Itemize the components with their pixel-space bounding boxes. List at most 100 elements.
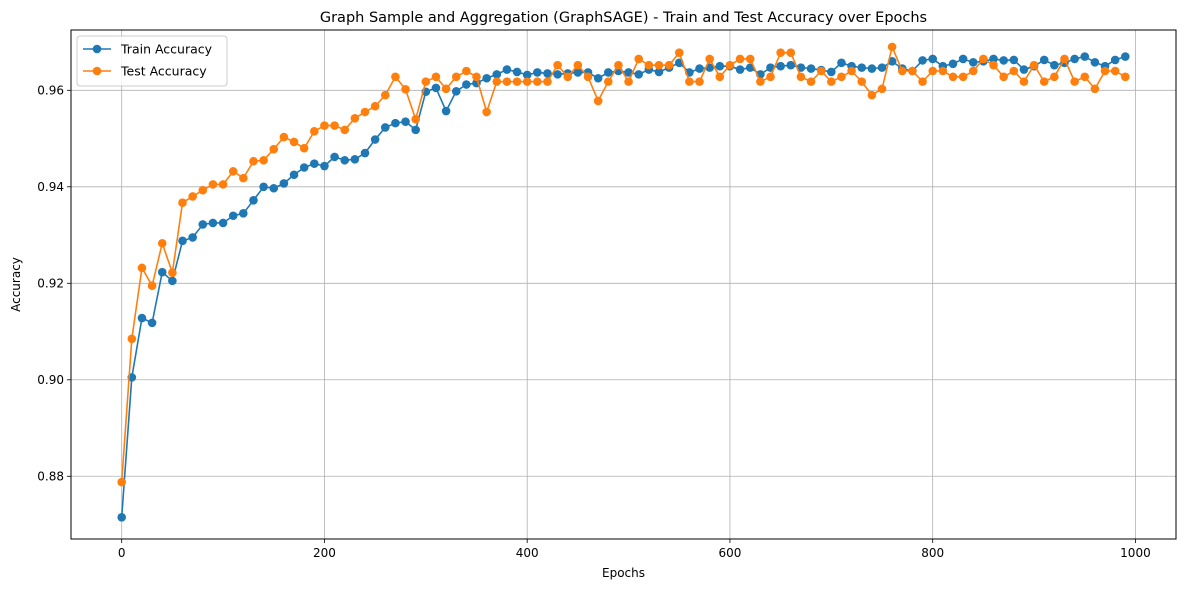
x-tick-label: 800 (921, 546, 944, 560)
data-point (320, 161, 329, 171)
data-point (583, 72, 593, 82)
data-point (269, 183, 279, 193)
data-point (157, 238, 167, 248)
data-point (340, 125, 350, 135)
data-point (553, 60, 562, 70)
data-point (279, 179, 289, 188)
data-point (543, 77, 552, 86)
data-point (897, 66, 907, 76)
data-point (360, 148, 370, 158)
data-point (1090, 58, 1100, 67)
series-line (120, 46, 1126, 483)
data-point (451, 72, 461, 82)
data-point (380, 90, 390, 100)
series-test (117, 42, 1130, 487)
data-point (877, 84, 887, 94)
data-point (512, 67, 522, 77)
data-point (958, 54, 968, 64)
data-point (624, 68, 633, 77)
data-point (1110, 66, 1120, 76)
data-point (593, 73, 603, 83)
data-point (573, 60, 583, 70)
data-point (735, 65, 745, 74)
data-point (685, 77, 694, 86)
data-point (654, 67, 664, 77)
data-point (330, 121, 339, 130)
x-axis-label: Epochs (602, 566, 645, 580)
data-point (715, 72, 725, 82)
x-tick-label: 200 (313, 546, 336, 560)
data-point (664, 60, 674, 70)
data-point (340, 155, 350, 165)
data-point (451, 86, 461, 96)
data-point (1039, 77, 1049, 86)
plot-frame (70, 29, 1177, 540)
legend-label: Train Accuracy (120, 42, 213, 57)
data-point (259, 182, 268, 192)
data-point (1009, 55, 1019, 65)
data-point (989, 60, 998, 70)
data-point (999, 56, 1008, 65)
data-point (928, 54, 937, 64)
data-point (401, 117, 410, 126)
data-point (1039, 55, 1049, 65)
y-tick-label: 0.88 (37, 469, 64, 483)
legend-item: Test Accuracy (83, 64, 207, 79)
data-point (989, 54, 998, 64)
data-point (695, 64, 704, 73)
data-point (968, 58, 978, 67)
data-point (756, 77, 765, 86)
data-point (228, 211, 238, 221)
data-point (178, 198, 187, 208)
data-point (462, 66, 471, 76)
data-point (1050, 60, 1059, 70)
data-point (472, 72, 481, 82)
data-point (360, 107, 370, 117)
data-point (745, 54, 755, 64)
data-point (208, 180, 218, 189)
legend: Train Accuracy Test Accuracy (76, 35, 228, 87)
data-point (320, 121, 329, 130)
data-point (310, 159, 319, 168)
data-point (117, 512, 126, 522)
y-tick-label: 0.90 (37, 373, 64, 387)
data-point (502, 77, 512, 86)
data-point (715, 61, 725, 71)
data-point (147, 318, 157, 328)
data-point (208, 218, 218, 228)
data-point (188, 233, 197, 242)
data-point (299, 163, 309, 172)
data-point (1121, 72, 1130, 82)
legend-item: Train Accuracy (83, 42, 213, 57)
data-point (218, 180, 228, 189)
data-point (259, 155, 268, 165)
data-point (1121, 52, 1130, 61)
data-point (370, 101, 380, 111)
series-layer (117, 42, 1130, 522)
data-point (1019, 77, 1029, 86)
data-point (1050, 72, 1059, 82)
data-point (979, 54, 988, 64)
data-point (411, 125, 420, 135)
data-point (614, 60, 623, 70)
grid-lines (71, 30, 1176, 539)
data-point (563, 72, 573, 82)
data-point (421, 77, 431, 86)
data-point (827, 67, 836, 77)
data-point (269, 144, 279, 154)
data-point (522, 77, 532, 86)
data-point (553, 70, 562, 79)
legend-box (76, 35, 228, 87)
data-point (1080, 72, 1090, 82)
data-point (512, 77, 522, 86)
data-point (1070, 54, 1079, 64)
data-point (289, 170, 299, 180)
data-point (1080, 52, 1090, 61)
data-point (867, 90, 877, 100)
y-tick-label: 0.96 (37, 83, 64, 97)
data-point (908, 66, 917, 76)
x-tick-label: 1000 (1120, 546, 1151, 560)
data-point (837, 58, 846, 68)
data-point (482, 73, 491, 83)
